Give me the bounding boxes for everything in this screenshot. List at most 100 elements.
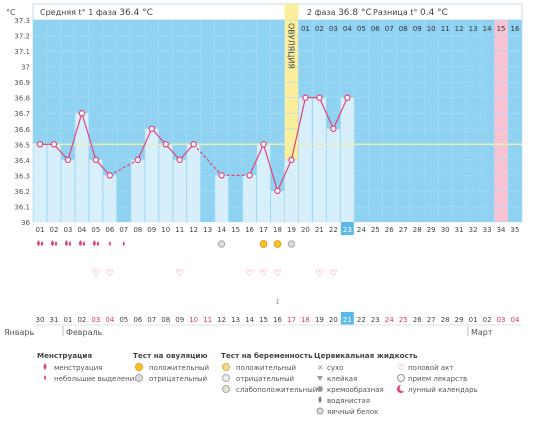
y-tick-label: 36.6 (14, 126, 30, 134)
cycle-day-label: 05 (91, 226, 100, 234)
temperature-point (162, 141, 169, 148)
heart-icon: ♡ (106, 269, 114, 279)
temperature-line-segment (81, 113, 97, 161)
temperature-line-gap (109, 159, 139, 176)
phase2-day-labels: 01 02 03 04 05 06 07 08 09 10 11 12 13 14 15 16 (301, 25, 520, 33)
drop-icon (68, 241, 72, 246)
drop-icon (96, 241, 100, 246)
small-drop-icon (122, 241, 125, 246)
temperature-points (36, 94, 351, 195)
ovulation-negative-icon (287, 240, 296, 248)
y-axis: 36 36.1 36.2 36.3 36.4 36.5 36.6 36.7 36.8 36.9 37… (14, 17, 30, 227)
today-highlight-calendar (340, 312, 354, 325)
legend-medication: прием лекарств (408, 375, 467, 383)
temperature-bar (215, 175, 229, 222)
heart-icon: ♡ (315, 269, 323, 279)
temperature-point (274, 187, 281, 195)
today-highlight (340, 222, 354, 235)
legend-ovulation-title: Тест на овуляцию (133, 351, 207, 360)
legend-ovulation-positive: положительный (149, 364, 209, 372)
y-unit-label: °C (6, 8, 16, 17)
cycle-day-label: 03 (63, 226, 72, 234)
phase2-day-label: 01 (301, 25, 310, 33)
y-tick-label: 36.2 (14, 188, 30, 196)
temperature-bar (187, 144, 201, 222)
temperature-point (302, 94, 309, 101)
y-tick-label: 37.1 (14, 48, 30, 56)
cycle-day-row: 01 02 03 04 05 06 07 08 09 10 11 12 13 14 15 16 17 18 19 20… (36, 222, 520, 235)
calendar-date: 01 (63, 316, 72, 324)
calendar-date: 31 (49, 316, 58, 324)
legend-menstruation-title: Менструация (37, 351, 92, 360)
calendar-date: 08 (161, 316, 170, 324)
calendar-date: 25 (399, 316, 408, 324)
cycle-day-label: 24 (357, 226, 366, 234)
pill-icon: ⟟ (276, 297, 279, 306)
temperature-point (134, 156, 141, 164)
calendar-date: 27 (427, 316, 436, 324)
cycle-day-label: 35 (511, 226, 520, 234)
temperature-point (64, 156, 72, 164)
cycle-day-label: 30 (441, 226, 450, 234)
temperature-point (218, 172, 225, 179)
temperature-bar (243, 175, 257, 222)
phase2-day-label: 03 (329, 25, 338, 33)
y-tick-label: 37.3 (14, 17, 30, 25)
y-tick-label: 37 (21, 64, 30, 72)
calendar-date: 03 (497, 316, 506, 324)
temperature-bars (33, 97, 354, 222)
calendar-date: 29 (455, 316, 464, 324)
phase2-day-label: 15 (497, 25, 506, 33)
calendar-date: 11 (203, 316, 212, 324)
temperature-bar (340, 97, 354, 222)
y-tick-label: 36 (21, 219, 30, 227)
phase2-day-label: 04 (343, 25, 352, 33)
cycle-day-label: 02 (49, 226, 58, 234)
creamy-icon (317, 386, 323, 392)
calendar-date: 18 (301, 316, 310, 324)
temperature-line-segment (151, 128, 167, 145)
calendar-date: 26 (413, 316, 422, 324)
temperature-point (260, 141, 267, 148)
phase2-day-label: 10 (427, 25, 436, 33)
drop-icon (36, 240, 40, 246)
heart-icon: ♡ (329, 269, 337, 279)
temperature-bar (131, 159, 145, 222)
legend-ovulation-negative: отрицательный (149, 375, 207, 383)
phase2-day-label: 08 (399, 25, 408, 33)
temperature-point (106, 172, 114, 179)
temperature-line-segment (165, 143, 181, 161)
phase2-day-label: 13 (469, 25, 478, 33)
temperature-point (36, 141, 44, 148)
calendar-date: 16 (273, 316, 282, 324)
temperature-bar (173, 159, 187, 222)
ovulation-label: ОВУЛЯЦИЯ (286, 23, 295, 69)
temperature-line (39, 97, 348, 192)
temperature-bar (33, 144, 47, 222)
legend-cervical-title: Цервикальная жидкость (314, 351, 418, 360)
temperature-bar (298, 97, 312, 222)
temperature-line-segment (290, 97, 307, 160)
calendar-date: 01 (469, 316, 478, 324)
heart-icon: ♡ (92, 269, 100, 279)
drop-icon (92, 240, 96, 246)
month-january: Январь (4, 328, 34, 337)
calendar-date: 13 (231, 316, 240, 324)
heart-icon: ♡ (273, 269, 281, 279)
marker-rows: ♡ ♡ ♡ ♡ ♡ ♡ ♡ ♡ ⟟ (36, 240, 337, 306)
calendar-date: 07 (147, 316, 156, 324)
y-tick-label: 37.2 (14, 33, 30, 41)
sun-icon (135, 363, 143, 371)
y-tick-label: 36.8 (14, 95, 30, 103)
legend: Менструация менструация небольшие выделе… (37, 351, 478, 416)
calendar-date: 24 (385, 316, 394, 324)
phase2-day-label: 12 (455, 25, 464, 33)
temperature-bar (326, 128, 340, 222)
phase2-day-label: 09 (413, 25, 422, 33)
temperature-line-segment (332, 97, 348, 130)
cycle-day-label: 10 (161, 226, 170, 234)
calendar-date: 19 (315, 316, 324, 324)
menstruation-column (494, 20, 509, 222)
ovulation-positive-icon (273, 240, 282, 248)
y-tick-label: 36.9 (14, 79, 30, 87)
